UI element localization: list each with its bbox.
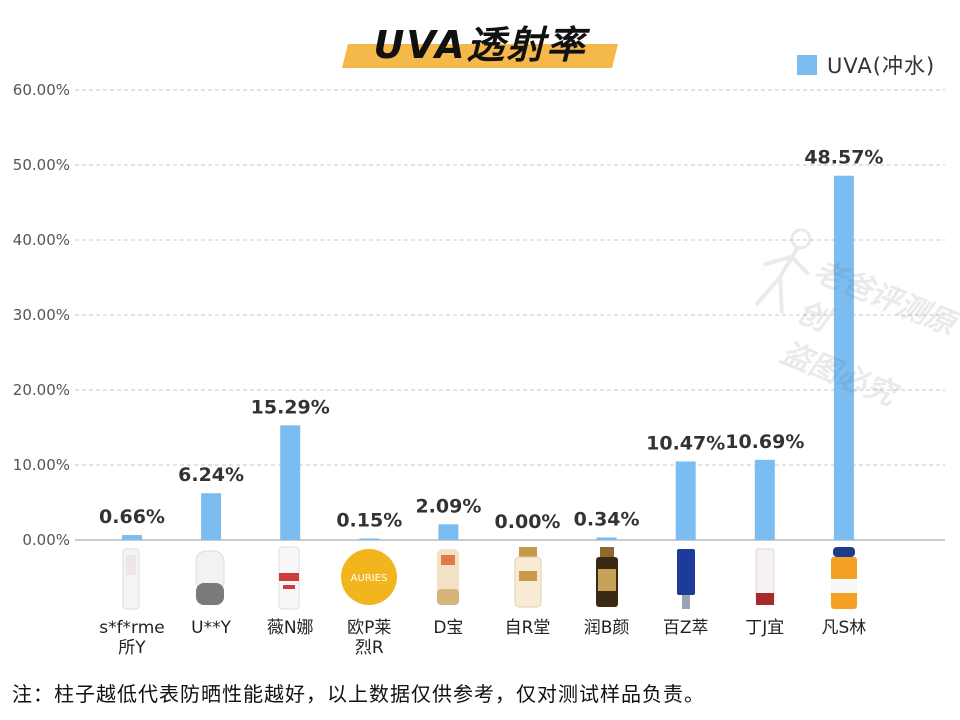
bar	[122, 535, 142, 540]
x-tick-label: U**Y	[161, 618, 261, 638]
data-label: 10.47%	[646, 432, 725, 454]
y-tick-label: 60.00%	[13, 81, 70, 99]
data-label: 2.09%	[415, 495, 481, 517]
y-tick-label: 50.00%	[13, 156, 70, 174]
x-tick-label-line: D宝	[433, 618, 464, 638]
x-tick-label: 凡S林	[794, 618, 894, 638]
x-tick-label-line: 所Y	[118, 638, 146, 658]
x-tick-label: 百Z萃	[636, 618, 736, 638]
product-tube-gold-icon	[418, 545, 478, 615]
bar	[201, 493, 222, 540]
legend-label: UVA(冲水)	[827, 54, 936, 78]
chart-title-block: UVA透射率	[0, 0, 960, 80]
y-tick-label: 30.00%	[13, 306, 70, 324]
x-tick-label-line: 烈R	[354, 638, 384, 658]
x-tick-label: 润B颜	[557, 618, 657, 638]
data-label: 10.69%	[725, 431, 804, 453]
x-tick-label-line: 凡S林	[821, 618, 867, 638]
x-tick-label: 丁J宜	[715, 618, 815, 638]
legend-swatch	[797, 55, 817, 75]
product-bottle-cream-icon	[498, 545, 558, 615]
product-images: AURIES	[0, 545, 960, 615]
bar	[675, 461, 696, 540]
x-tick-label-line: 百Z萃	[662, 618, 709, 638]
x-tick-label-line: 自R堂	[504, 618, 551, 638]
x-tick-label: s*f*rme 所Y	[82, 618, 182, 658]
bar	[596, 537, 617, 540]
x-tick-label-line: 丁J宜	[745, 618, 785, 638]
x-tick-label: 薇N娜	[240, 618, 340, 638]
product-tube-blue-icon	[656, 545, 716, 615]
product-bottle-gold-icon	[577, 545, 637, 615]
bar	[833, 175, 854, 540]
product-bottle-red-white-icon	[260, 545, 320, 615]
x-tick-label-line: s*f*rme	[99, 618, 165, 638]
data-label: 0.34%	[574, 508, 640, 530]
x-tick-label-line: 润B颜	[583, 618, 630, 638]
x-tick-label-line: U**Y	[191, 618, 231, 638]
data-label: 15.29%	[251, 396, 330, 418]
product-bottle-orange-icon	[814, 545, 874, 615]
x-tick-label: 自R堂	[478, 618, 578, 638]
chart-title: UVA透射率	[373, 23, 587, 67]
y-tick-label: 0.00%	[22, 531, 70, 549]
bar	[754, 459, 775, 540]
x-tick-label-line: 薇N娜	[266, 618, 314, 638]
footnote: 注：柱子越低代表防晒性能越好，以上数据仅供参考，仅对测试样品负责。	[12, 682, 705, 706]
svg-text:AURIES: AURIES	[351, 573, 388, 584]
y-tick-label: 40.00%	[13, 231, 70, 249]
product-jar-yellow-icon: AURIES	[339, 545, 399, 615]
bar	[280, 425, 301, 540]
y-tick-label: 20.00%	[13, 381, 70, 399]
product-tube-white-red-icon	[735, 545, 795, 615]
product-bottle-white-grey-icon	[181, 545, 241, 615]
x-tick-label-line: 欧P莱	[347, 618, 392, 638]
legend: UVA(冲水)	[797, 50, 935, 80]
data-label: 0.00%	[495, 511, 561, 533]
bar-chart: 0.00% 10.00% 20.00% 30.00% 40.00% 50.00% 60.00…	[13, 81, 945, 549]
x-tick-label: 欧P莱 烈R	[319, 618, 419, 658]
bar	[438, 524, 459, 540]
product-tube-white-icon	[102, 545, 162, 615]
data-label: 0.15%	[336, 510, 402, 532]
data-label: 48.57%	[804, 147, 883, 169]
data-label: 0.66%	[99, 506, 165, 528]
watermark-figure-icon	[754, 228, 812, 314]
bar	[359, 538, 380, 540]
data-label: 6.24%	[178, 464, 244, 486]
x-tick-label: D宝	[398, 618, 498, 638]
y-tick-label: 10.00%	[13, 456, 70, 474]
watermark: 老爸评测原创 盗图必究	[713, 215, 960, 446]
